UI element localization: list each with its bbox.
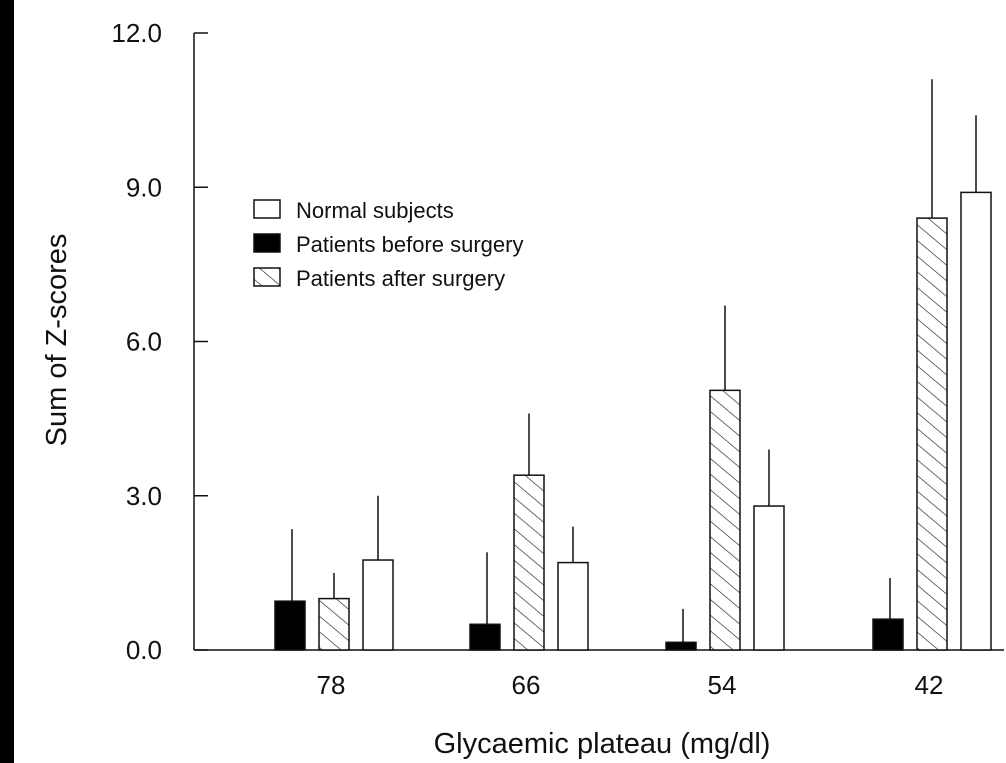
legend: Normal subjects Patients before surgery Pa… <box>253 198 523 291</box>
bar <box>665 641 697 651</box>
bar <box>753 505 785 651</box>
x-tick-label: 78 <box>317 670 346 700</box>
x-axis-title: Glycaemic plateau (mg/dl) <box>434 728 771 760</box>
legend-swatch <box>253 267 281 287</box>
legend-swatch <box>253 233 281 253</box>
bar <box>960 191 992 651</box>
y-tick-label: 9.0 <box>126 172 162 202</box>
x-tick-label: 42 <box>915 670 944 700</box>
bar <box>557 561 589 651</box>
legend-label: Patients after surgery <box>296 266 505 291</box>
bar-chart: 0.0 3.0 6.0 9.0 12.0 78 66 54 42 Normal subjects… <box>41 18 1004 760</box>
chart-area: 0.0 3.0 6.0 9.0 12.0 78 66 54 42 Normal subjects… <box>14 0 1006 763</box>
bar <box>274 600 306 651</box>
y-tick-label: 12.0 <box>111 18 162 48</box>
bar <box>469 623 501 651</box>
y-axis-title: Sum of Z-scores <box>41 234 73 447</box>
legend-swatch <box>253 199 281 219</box>
y-tick-label: 3.0 <box>126 481 162 511</box>
legend-label: Patients before surgery <box>296 232 523 257</box>
bar <box>872 618 904 651</box>
bar <box>513 474 545 651</box>
y-tick-label: 0.0 <box>126 635 162 665</box>
x-tick-label: 54 <box>708 670 737 700</box>
axes: 0.0 3.0 6.0 9.0 12.0 78 66 54 42 <box>111 18 1004 700</box>
bar <box>318 597 350 651</box>
bar <box>709 389 741 651</box>
bar <box>916 217 948 651</box>
bars <box>274 79 992 651</box>
legend-label: Normal subjects <box>296 198 454 223</box>
bar <box>362 559 394 651</box>
y-tick-label: 6.0 <box>126 327 162 357</box>
x-tick-label: 66 <box>512 670 541 700</box>
